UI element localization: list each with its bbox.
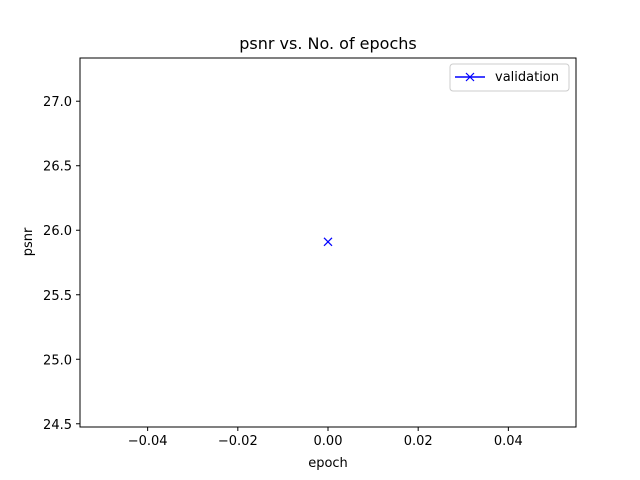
chart-title: psnr vs. No. of epochs	[239, 34, 417, 53]
legend-box	[449, 63, 570, 92]
data-marks	[323, 237, 333, 247]
x-axis-ticks: −0.04 −0.02 0.00 0.02 0.04	[128, 427, 523, 449]
y-axis-label: psnr	[21, 227, 36, 256]
x-tick-label: 0.00	[314, 434, 343, 449]
legend-marker-x	[465, 72, 475, 82]
x-tick-label: −0.04	[128, 434, 168, 449]
y-tick-label: 26.5	[43, 160, 72, 175]
y-tick-label: 26.0	[43, 224, 72, 239]
x-tick-label: −0.02	[218, 434, 258, 449]
legend-label-validation: validation	[495, 70, 559, 85]
x-tick-label: 0.02	[404, 434, 433, 449]
y-tick-label: 25.0	[43, 353, 72, 368]
x-axis-label: epoch	[308, 456, 348, 471]
legend: validation	[449, 63, 570, 92]
y-tick-label: 25.5	[43, 289, 72, 304]
legend-marker-validation	[465, 72, 475, 82]
y-tick-label: 24.5	[43, 418, 72, 433]
y-tick-label: 27.0	[43, 95, 72, 110]
x-tick-label: 0.04	[494, 434, 523, 449]
y-axis-ticks: 24.5 25.0 25.5 26.0 26.5 27.0	[43, 95, 80, 433]
data-point-validation	[323, 237, 333, 247]
